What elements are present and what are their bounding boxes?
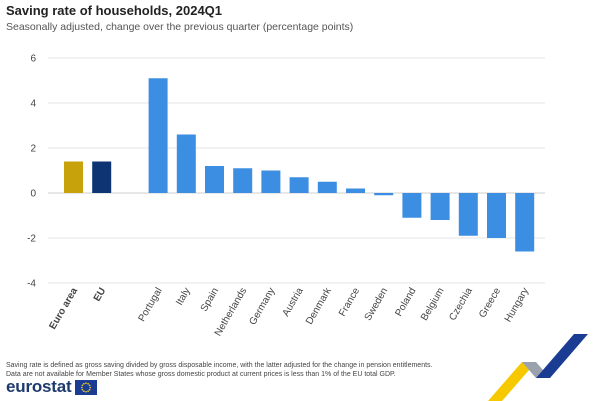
bar-france — [346, 188, 365, 193]
y-axis-ticks: -4 -2 0 2 4 6 — [27, 54, 36, 290]
y-tick-label-1: -2 — [27, 234, 36, 245]
bar-belgium — [430, 193, 450, 220]
footnote-availability: Data are not available for Member States… — [6, 370, 396, 378]
bar-germany — [261, 170, 281, 193]
chart-subtitle: Seasonally adjusted, change over the pre… — [6, 21, 354, 33]
bar-czechia — [458, 193, 478, 236]
bar-euro-area — [64, 161, 83, 193]
footnote-definition: Saving rate is defined as gross saving d… — [6, 362, 433, 369]
x-label-euro-area: Euro area — [48, 286, 81, 332]
x-label-sweden: Sweden — [363, 286, 391, 323]
x-label-france: France — [337, 286, 362, 319]
x-label-hungary: Hungary — [503, 286, 531, 324]
y-tick-label-0: -4 — [27, 279, 36, 290]
x-label-germany: Germany — [247, 286, 277, 327]
bars — [64, 78, 535, 252]
bar-denmark — [317, 181, 337, 193]
x-label-belgium: Belgium — [419, 286, 447, 323]
brand-name: eurostat — [6, 377, 72, 396]
footnotes: Saving rate is defined as gross saving d… — [6, 362, 476, 379]
y-tick-label-5: 6 — [30, 54, 36, 65]
x-label-spain: Spain — [199, 286, 221, 314]
bar-poland — [402, 193, 422, 218]
y-tick-label-4: 4 — [30, 99, 36, 110]
x-label-italy: Italy — [174, 286, 193, 307]
eu-flag-icon — [75, 379, 98, 395]
bar-italy — [176, 134, 196, 193]
y-tick-label-2: 0 — [30, 189, 36, 200]
x-label-denmark: Denmark — [304, 285, 334, 326]
x-label-portugal: Portugal — [137, 286, 165, 324]
x-label-eu: EU — [92, 286, 108, 304]
x-label-greece: Greece — [477, 286, 503, 320]
x-axis-labels: Euro area EU Portugal Italy SpainNetherlands… — [48, 285, 532, 338]
x-label-austria: Austria — [281, 286, 306, 319]
bar-greece — [487, 193, 506, 238]
x-label-czechia: Czechia — [447, 286, 475, 323]
eurostat-decorative-ribbon — [488, 334, 588, 401]
chart-title: Saving rate of households, 2024Q1 — [6, 3, 223, 18]
y-tick-label-3: 2 — [30, 144, 36, 155]
bar-netherlands — [233, 168, 253, 193]
bar-austria — [289, 177, 309, 193]
bar-sweden — [374, 193, 394, 196]
bar-spain — [205, 166, 224, 193]
eurostat-logo: eurostat — [6, 377, 98, 397]
bar-eu — [92, 161, 112, 193]
gridlines — [48, 57, 545, 284]
x-label-poland: Poland — [393, 286, 418, 318]
bar-hungary — [515, 193, 535, 252]
bar-portugal — [148, 78, 168, 193]
